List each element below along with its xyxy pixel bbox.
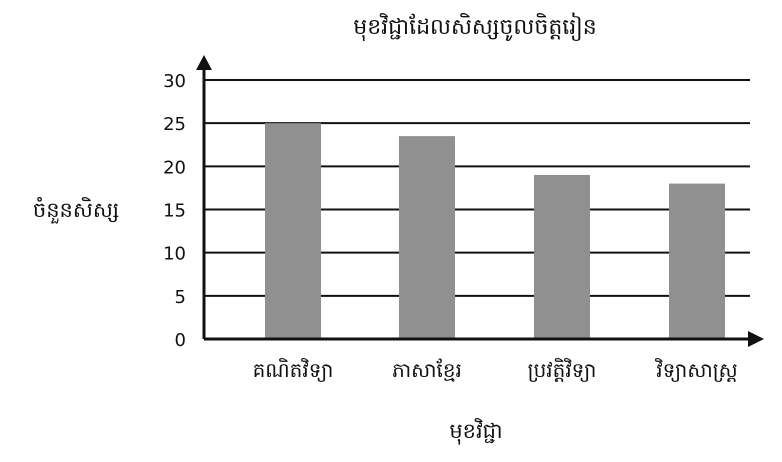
y-tick-label: 15 [163,201,186,222]
bars-group [265,123,725,340]
y-tick-label: 0 [175,330,186,351]
x-tick-label: គណិតវិទ្យា [253,357,334,382]
y-tick-label: 30 [163,71,186,92]
chart-title: មុខវិជ្ជាដែលសិស្សចូលចិត្តរៀន [353,12,597,41]
x-tick-label: ប្រវត្តិវិទ្យា [528,357,597,382]
x-axis-label: មុខវិជ្ជា [449,418,502,445]
bar [399,136,455,339]
x-tick-label: ភាសាខ្មែរ [392,358,462,382]
y-tick-label: 25 [163,114,186,135]
axes-group [196,55,764,347]
x-axis-arrowhead [748,331,764,347]
bar [669,183,725,339]
x-tick-label: វិទ្យាសាស្ត្រ [655,357,738,382]
x-tick-labels: គណិតវិទ្យា ភាសាខ្មែរ ប្រវត្តិវិទ្យា វិទ្យាស… [253,357,738,382]
y-tick-label: 10 [163,244,186,265]
y-axis-label: ចំនួនសិស្ស [33,197,119,224]
y-tick-label: 20 [163,157,186,178]
y-axis-arrowhead [196,55,212,70]
y-tick-labels: 0 5 10 15 20 25 30 [163,71,186,351]
bar [534,174,590,339]
bar [265,123,321,340]
y-tick-label: 5 [175,287,186,308]
